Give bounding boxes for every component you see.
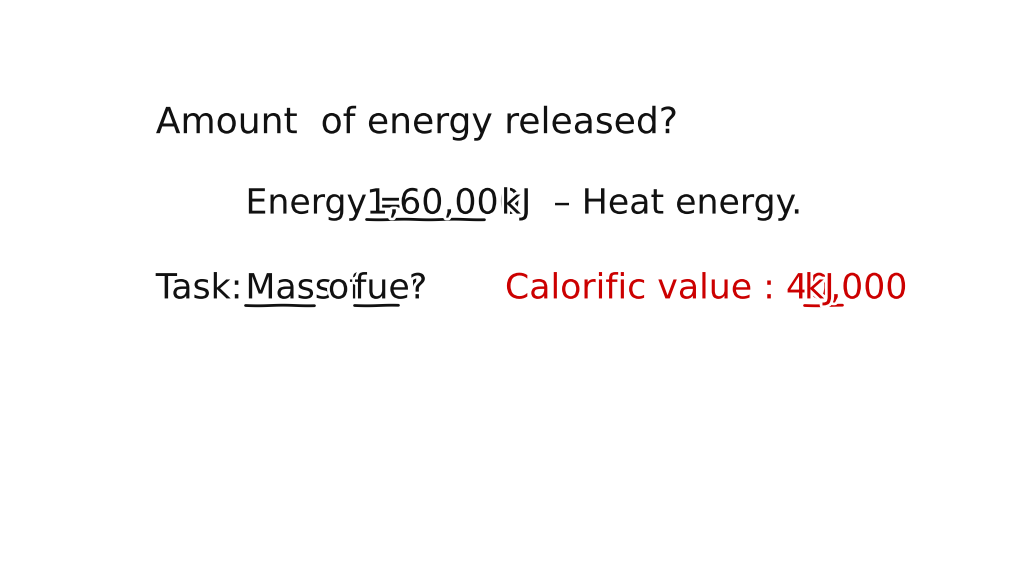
Text: of: of	[316, 271, 373, 306]
Text: kJ  – Heat energy.: kJ – Heat energy.	[489, 187, 802, 220]
Text: 1,60,000: 1,60,000	[367, 187, 521, 220]
Text: ?: ?	[397, 271, 427, 306]
Text: Energy =: Energy =	[246, 187, 418, 220]
Text: fuel: fuel	[354, 271, 420, 306]
Text: Amount  of energy released?: Amount of energy released?	[156, 106, 678, 140]
Text: Mass: Mass	[246, 271, 333, 306]
Text: Task:: Task:	[156, 271, 253, 306]
Text: kJ: kJ	[804, 271, 835, 306]
Text: Calorific value : 40,000: Calorific value : 40,000	[505, 271, 919, 306]
